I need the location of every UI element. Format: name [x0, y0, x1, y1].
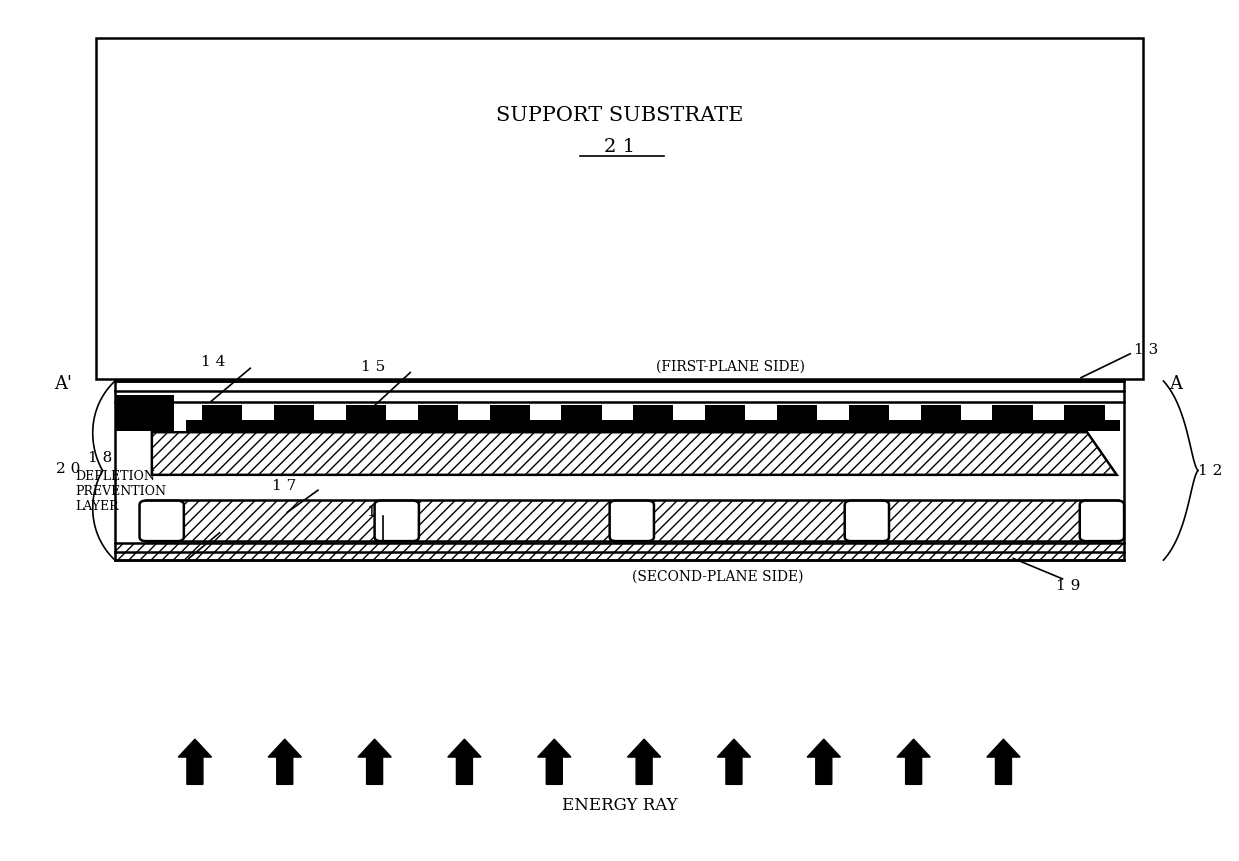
FancyArrow shape: [447, 739, 481, 784]
FancyArrow shape: [897, 739, 930, 784]
Bar: [777, 405, 818, 420]
FancyBboxPatch shape: [374, 500, 419, 541]
Bar: [97, 38, 1142, 380]
Bar: [146, 500, 1118, 542]
Bar: [202, 405, 243, 420]
Bar: [115, 394, 173, 430]
FancyArrow shape: [268, 739, 301, 784]
Bar: [705, 405, 746, 420]
Text: 1 8: 1 8: [88, 451, 112, 465]
FancyArrow shape: [358, 739, 392, 784]
Bar: [346, 405, 387, 420]
FancyBboxPatch shape: [140, 500, 183, 541]
FancyArrow shape: [986, 739, 1020, 784]
Text: (FIRST-PLANE SIDE): (FIRST-PLANE SIDE): [655, 360, 805, 374]
Bar: [186, 420, 1120, 430]
FancyArrow shape: [178, 739, 212, 784]
Text: DEPLETION: DEPLETION: [76, 470, 155, 483]
Bar: [1064, 405, 1105, 420]
Bar: [921, 405, 961, 420]
Polygon shape: [152, 432, 1116, 474]
Bar: [418, 405, 458, 420]
Bar: [992, 405, 1033, 420]
Bar: [561, 405, 602, 420]
FancyArrow shape: [807, 739, 840, 784]
Bar: [115, 543, 1124, 561]
Text: 1 7: 1 7: [273, 479, 296, 493]
FancyBboxPatch shape: [845, 500, 890, 541]
Text: A: A: [1170, 375, 1182, 393]
Text: SUPPORT SUBSTRATE: SUPPORT SUBSTRATE: [496, 106, 743, 125]
Text: 1 9: 1 9: [1057, 579, 1080, 592]
Text: 2 1: 2 1: [603, 139, 636, 157]
FancyBboxPatch shape: [1079, 500, 1124, 541]
FancyArrow shape: [627, 739, 660, 784]
Text: LAYER: LAYER: [76, 500, 119, 513]
Bar: [115, 381, 1124, 561]
Bar: [633, 405, 674, 420]
Text: 2 0: 2 0: [56, 461, 81, 476]
FancyArrow shape: [717, 739, 751, 784]
Text: 1 7 a: 1 7 a: [367, 505, 405, 518]
Bar: [274, 405, 315, 420]
Text: 1 2: 1 2: [1198, 463, 1223, 478]
FancyArrow shape: [538, 739, 571, 784]
Text: 1 3: 1 3: [1134, 344, 1158, 357]
Text: PREVENTION: PREVENTION: [76, 485, 166, 498]
FancyBboxPatch shape: [610, 500, 654, 541]
Text: (SECOND-PLANE SIDE): (SECOND-PLANE SIDE): [632, 570, 804, 584]
Text: 1 4: 1 4: [201, 356, 225, 369]
Text: ENERGY RAY: ENERGY RAY: [561, 797, 678, 815]
Text: A': A': [55, 375, 72, 393]
Text: 1 5: 1 5: [361, 360, 385, 374]
Bar: [849, 405, 890, 420]
Bar: [489, 405, 530, 420]
